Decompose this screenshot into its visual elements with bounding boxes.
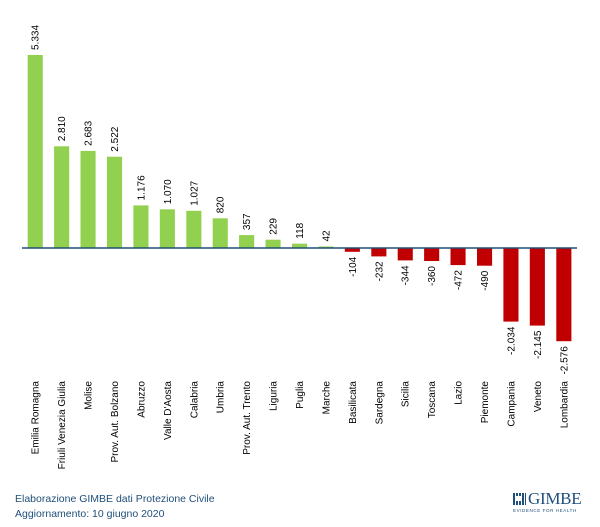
bar [265,239,281,248]
data-label: -104 [348,256,359,276]
data-label: -2.034 [506,326,517,355]
data-label: 1.027 [189,180,200,205]
data-label: 2.810 [57,116,68,141]
bar [503,248,519,322]
logo-tagline: EVIDENCE FOR HEALTH [513,508,577,513]
category-label: Basilicata [348,381,359,424]
data-label: -360 [427,266,438,286]
logo-name: GIMBE [528,489,582,508]
category-label: Toscana [427,381,438,419]
category-label: Friuli Venezia Giulia [57,381,68,470]
data-label: -2.145 [533,330,544,359]
bar [54,146,70,248]
category-label: Piemonte [480,381,491,424]
category-label: Emilia Romagna [31,381,42,455]
data-label: 357 [242,213,253,230]
bar [239,235,255,248]
category-label: Sardegna [374,381,385,425]
data-label: -472 [454,270,465,290]
bar [371,248,387,257]
category-label: Campania [506,381,517,427]
bar-chart: 5.334 2.810 2.683 2.522 1.176 1.070 1.027 820 35… [22,25,577,470]
bar [292,243,308,248]
category-label: Sicilia [401,381,412,408]
category-label: Lombardia [559,381,570,429]
bar [80,150,96,248]
bar [133,205,149,248]
category-label: Calabria [189,381,200,419]
data-label: 1.176 [136,175,147,200]
bar [27,55,43,248]
value-labels-group: 5.334 2.810 2.683 2.522 1.176 1.070 1.027 820 35… [31,25,571,375]
source-note: Elaborazione GIMBE dati Protezione Civil… [15,492,215,522]
bar [159,209,175,248]
data-label: 2.522 [110,126,121,151]
data-label: 118 [295,222,306,238]
data-label: 42 [321,230,332,242]
data-label: -344 [401,265,412,285]
category-label: Marche [321,381,332,415]
bar [212,218,228,248]
data-label: 229 [269,218,280,235]
bar [477,248,493,266]
gimbe-logo-icon [513,493,526,505]
category-label: Molise [84,381,95,410]
data-label: -490 [480,270,491,290]
category-label: Valle D'Aosta [163,381,174,440]
bar [186,210,202,248]
data-label: -2.576 [559,346,570,375]
bar [344,248,360,252]
source-line: Elaborazione GIMBE dati Protezione Civil… [15,493,215,505]
category-label: Liguria [269,381,280,411]
data-label: 2.683 [84,120,95,145]
category-label: Prov. Aut. Bolzano [110,381,121,463]
category-label: Abruzzo [136,381,147,418]
bar [397,248,413,261]
bar [107,156,123,248]
bar [556,248,572,342]
data-label: -232 [374,261,385,281]
data-label: 5.334 [31,25,42,50]
update-date-line: Aggiornamento: 10 giugno 2020 [15,508,165,520]
data-label: 820 [216,196,227,213]
bar [424,248,440,261]
bar [529,248,545,326]
bar [450,248,466,266]
gimbe-logo: GIMBE EVIDENCE FOR HEALTH [513,489,593,517]
category-label: Puglia [295,381,306,409]
bars-group [27,55,572,342]
category-label: Lazio [454,381,465,405]
data-label: 1.070 [163,179,174,204]
category-label: Veneto [533,381,544,413]
category-label: Umbria [216,381,227,414]
category-labels-group: Emilia Romagna Friuli Venezia Giulia Molis… [31,381,571,470]
category-label: Prov. Aut. Trento [242,381,253,455]
